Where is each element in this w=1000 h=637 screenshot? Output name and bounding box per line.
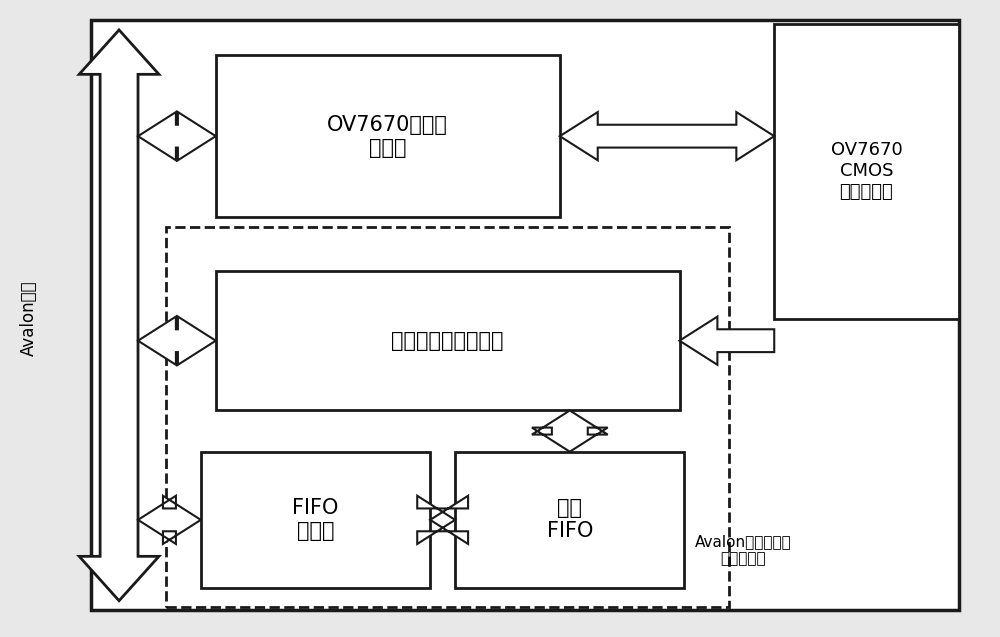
Polygon shape <box>417 496 468 544</box>
Bar <box>774 24 959 319</box>
Bar <box>166 227 729 607</box>
Text: OV7670初始化
控制器: OV7670初始化 控制器 <box>327 115 448 158</box>
Bar <box>201 452 430 588</box>
Polygon shape <box>138 112 216 161</box>
Text: OV7670
CMOS
图像传感器: OV7670 CMOS 图像传感器 <box>831 141 902 201</box>
Text: 视频采集时序发生器: 视频采集时序发生器 <box>391 331 504 351</box>
Polygon shape <box>532 410 608 452</box>
Bar <box>91 20 959 610</box>
Text: Avalon总线: Avalon总线 <box>20 281 38 356</box>
Polygon shape <box>79 30 159 601</box>
Polygon shape <box>138 496 201 544</box>
Bar <box>216 271 680 410</box>
Polygon shape <box>680 317 774 365</box>
Polygon shape <box>560 112 774 161</box>
Bar <box>216 55 560 217</box>
Text: 异步
FIFO: 异步 FIFO <box>547 498 593 541</box>
Bar <box>455 452 684 588</box>
Text: Avalon流模式视频
采集控制器: Avalon流模式视频 采集控制器 <box>694 534 791 566</box>
Text: FIFO
控制器: FIFO 控制器 <box>292 498 339 541</box>
Polygon shape <box>138 317 216 365</box>
